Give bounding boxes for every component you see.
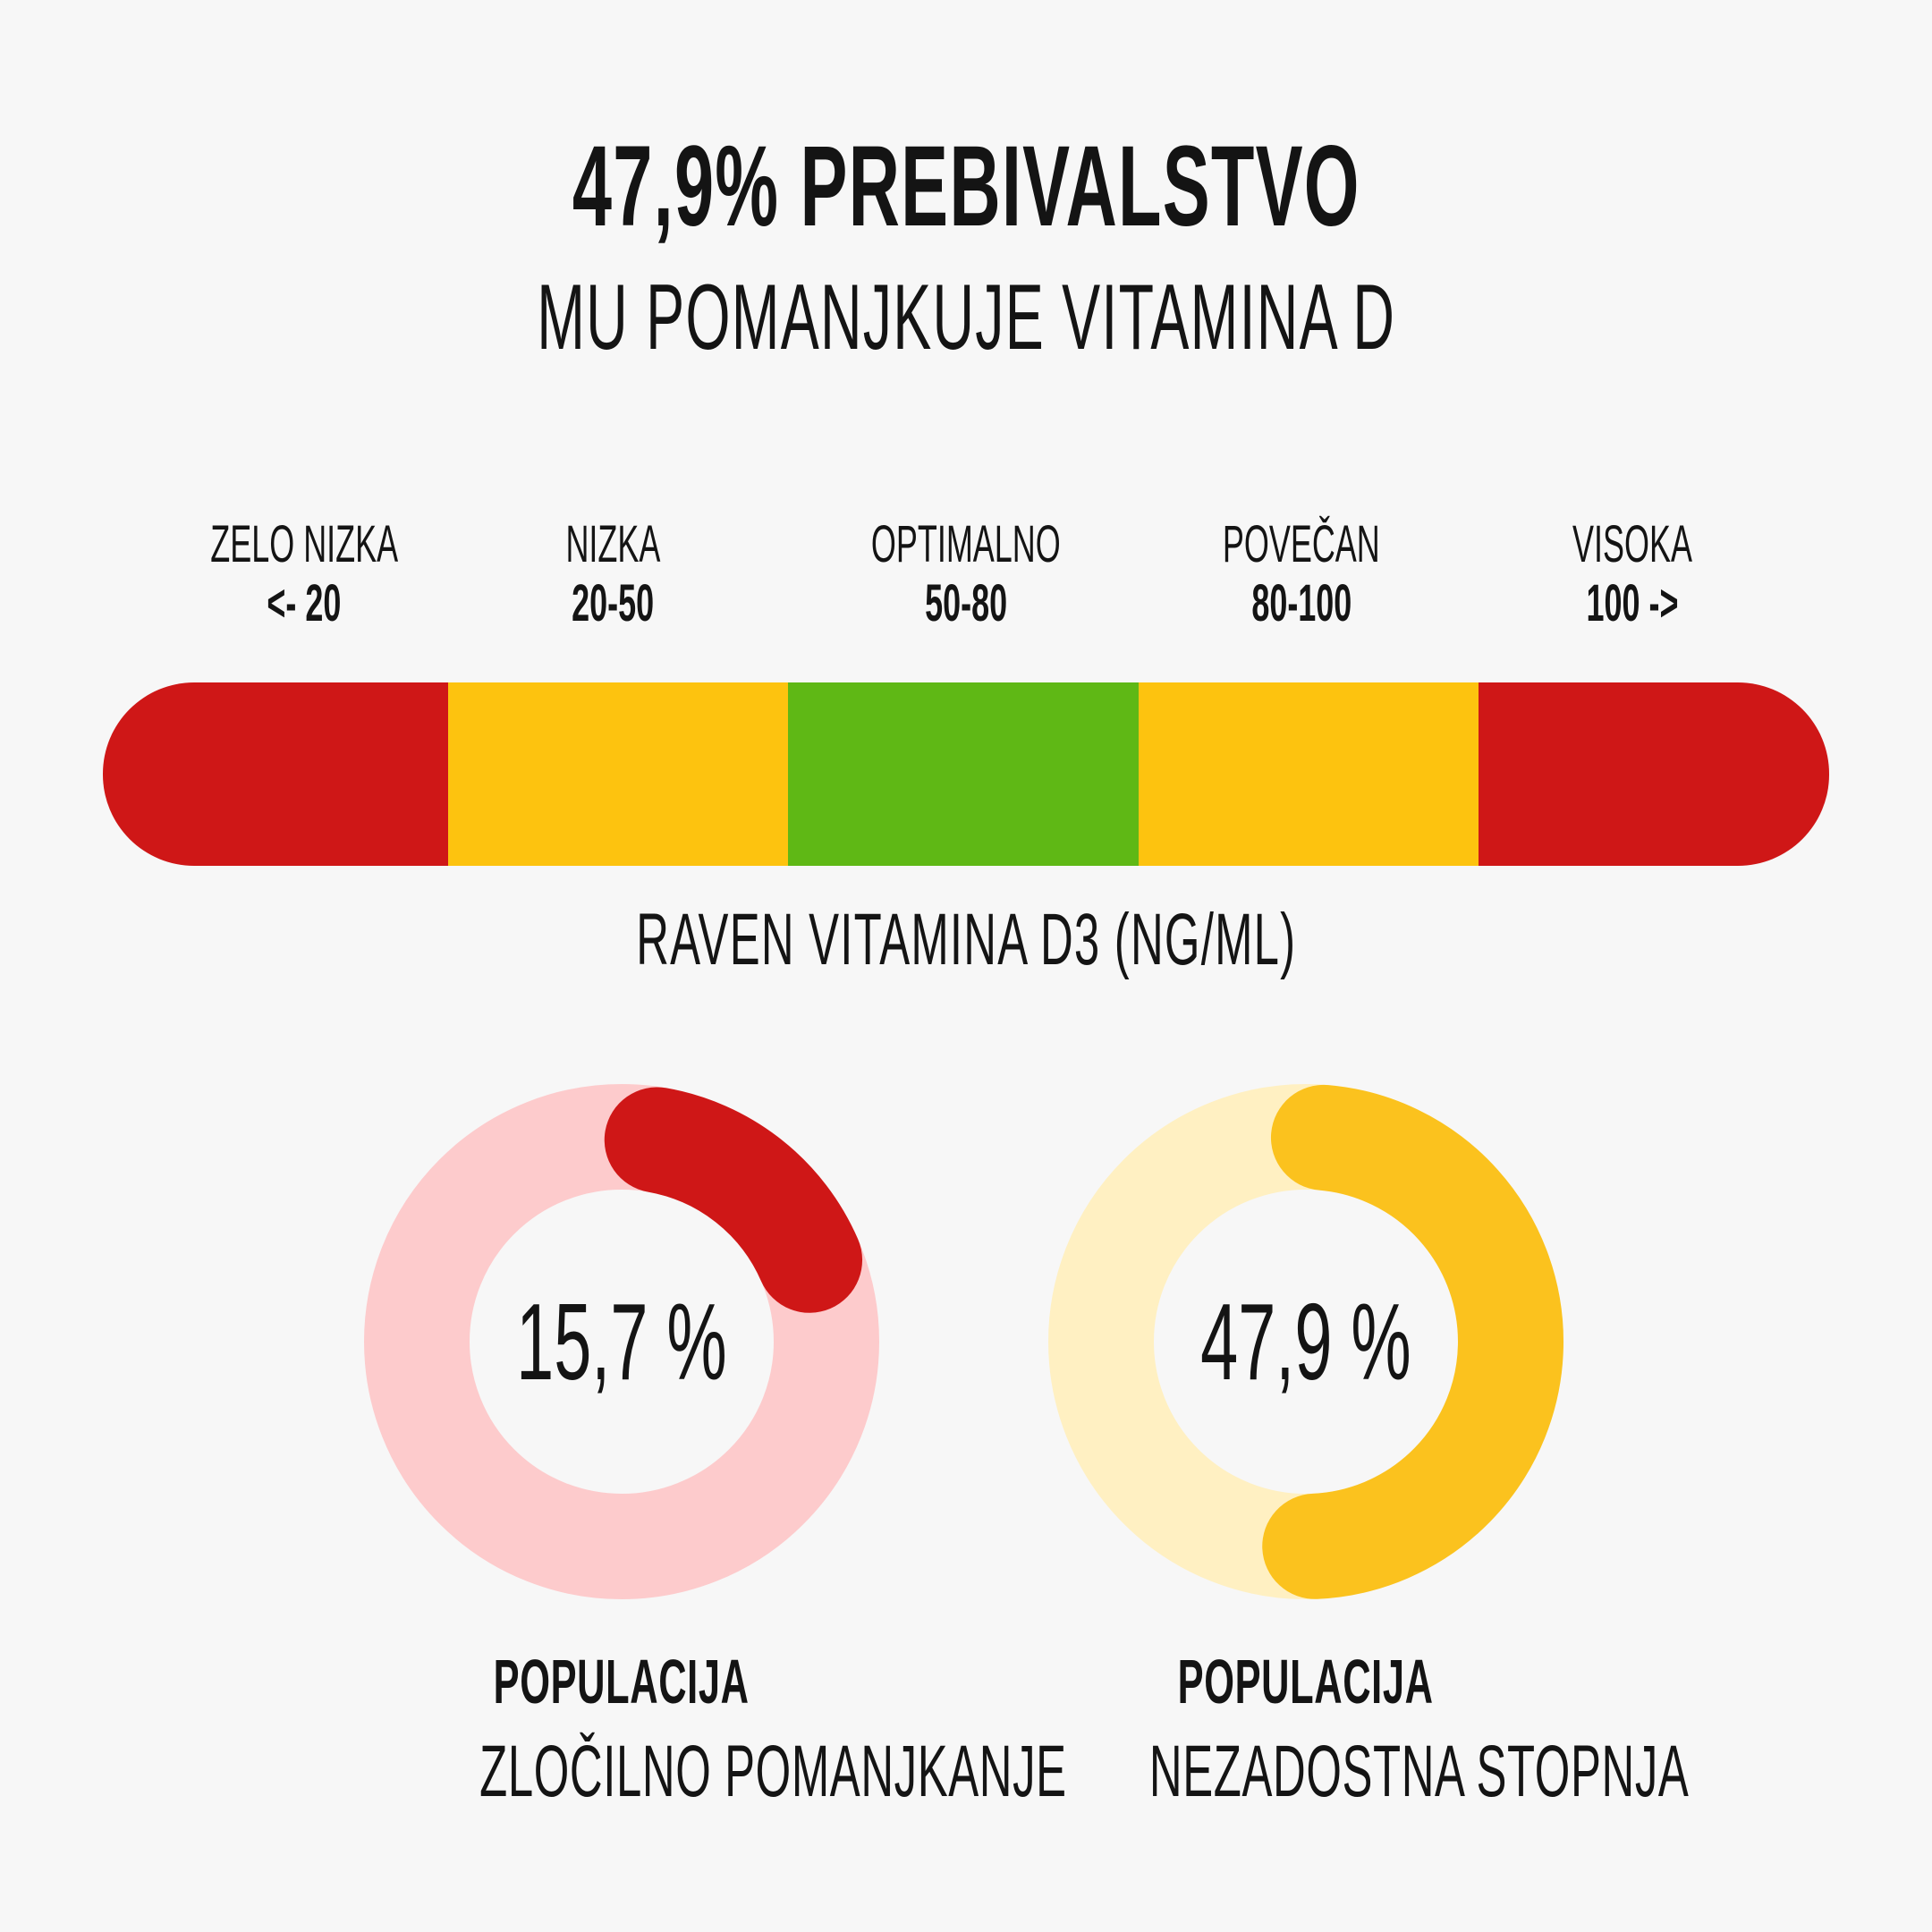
donut-caption: ZLOČILNO POMANJKANJE [300, 1735, 1066, 1809]
gauge-segment-1 [103, 682, 448, 866]
gauge-segment-3 [788, 682, 1139, 866]
page-subtitle: MU POMANJKUJE VITAMINA D [0, 271, 1932, 364]
vitamin-d-gauge-bar [103, 682, 1829, 866]
donut-value: 47,9 % [1046, 1082, 1565, 1601]
donut-severe-deficiency: 15,7 % [362, 1082, 881, 1601]
gauge-axis-label-text: RAVEN VITAMINA D3 (NG/ML) [635, 899, 1297, 980]
donut-caption-text: ZLOČILNO POMANJKANJE [479, 1731, 1067, 1812]
gauge-segment-4 [1139, 682, 1479, 866]
donut-caption-bold: POPULACIJA [300, 1650, 944, 1713]
gauge-segment-2 [448, 682, 788, 866]
donut-insufficient-level: 47,9 % [1046, 1082, 1565, 1601]
band-range: 50-80 [925, 574, 1007, 632]
band-label-high: VISOKA 100 -> [1471, 519, 1793, 630]
donut-caption-bold-text: POPULACIJA [1178, 1647, 1434, 1716]
donut-severe-deficiency-chart [364, 1084, 879, 1599]
band-range: 20-50 [572, 574, 654, 632]
band-label-optimal: OPTIMALNO 50-80 [805, 519, 1127, 630]
donut-value-text: 47,9 % [1200, 1281, 1411, 1402]
donut-value-arc [604, 1087, 863, 1313]
page-title-text: 47,9% PREBIVALSTVO [572, 123, 1360, 250]
page-title: 47,9% PREBIVALSTVO [0, 130, 1932, 244]
donut-value-arc [1262, 1084, 1563, 1599]
donut-value: 15,7 % [362, 1082, 881, 1601]
donut-caption-bold-text: POPULACIJA [494, 1647, 750, 1716]
gauge-axis-label: RAVEN VITAMINA D3 (NG/ML) [0, 903, 1932, 977]
band-label-elevated: POVEČAN 80-100 [1140, 519, 1462, 630]
band-range: 80-100 [1251, 574, 1352, 632]
band-label-very-low: ZELO NIZKA <- 20 [143, 519, 465, 630]
donut-caption: NEZADOSTNA STOPNJA [984, 1735, 1689, 1809]
band-range: <- 20 [267, 574, 342, 632]
page-subtitle-text: MU POMANJKUJE VITAMINA D [536, 266, 1396, 369]
donut-value-text: 15,7 % [516, 1281, 727, 1402]
donut-caption-text: NEZADOSTNA STOPNJA [1148, 1731, 1690, 1812]
donut-insufficient-level-chart [1048, 1084, 1563, 1599]
band-name: OPTIMALNO [871, 515, 1061, 573]
band-name: VISOKA [1572, 515, 1692, 573]
donut-caption-bold: POPULACIJA [984, 1650, 1628, 1713]
band-name: NIZKA [565, 515, 660, 573]
band-label-low: NIZKA 20-50 [452, 519, 774, 630]
band-name: ZELO NIZKA [210, 515, 398, 573]
gauge-segment-5 [1479, 682, 1829, 866]
band-name: POVEČAN [1223, 515, 1380, 573]
band-range: 100 -> [1586, 574, 1679, 632]
